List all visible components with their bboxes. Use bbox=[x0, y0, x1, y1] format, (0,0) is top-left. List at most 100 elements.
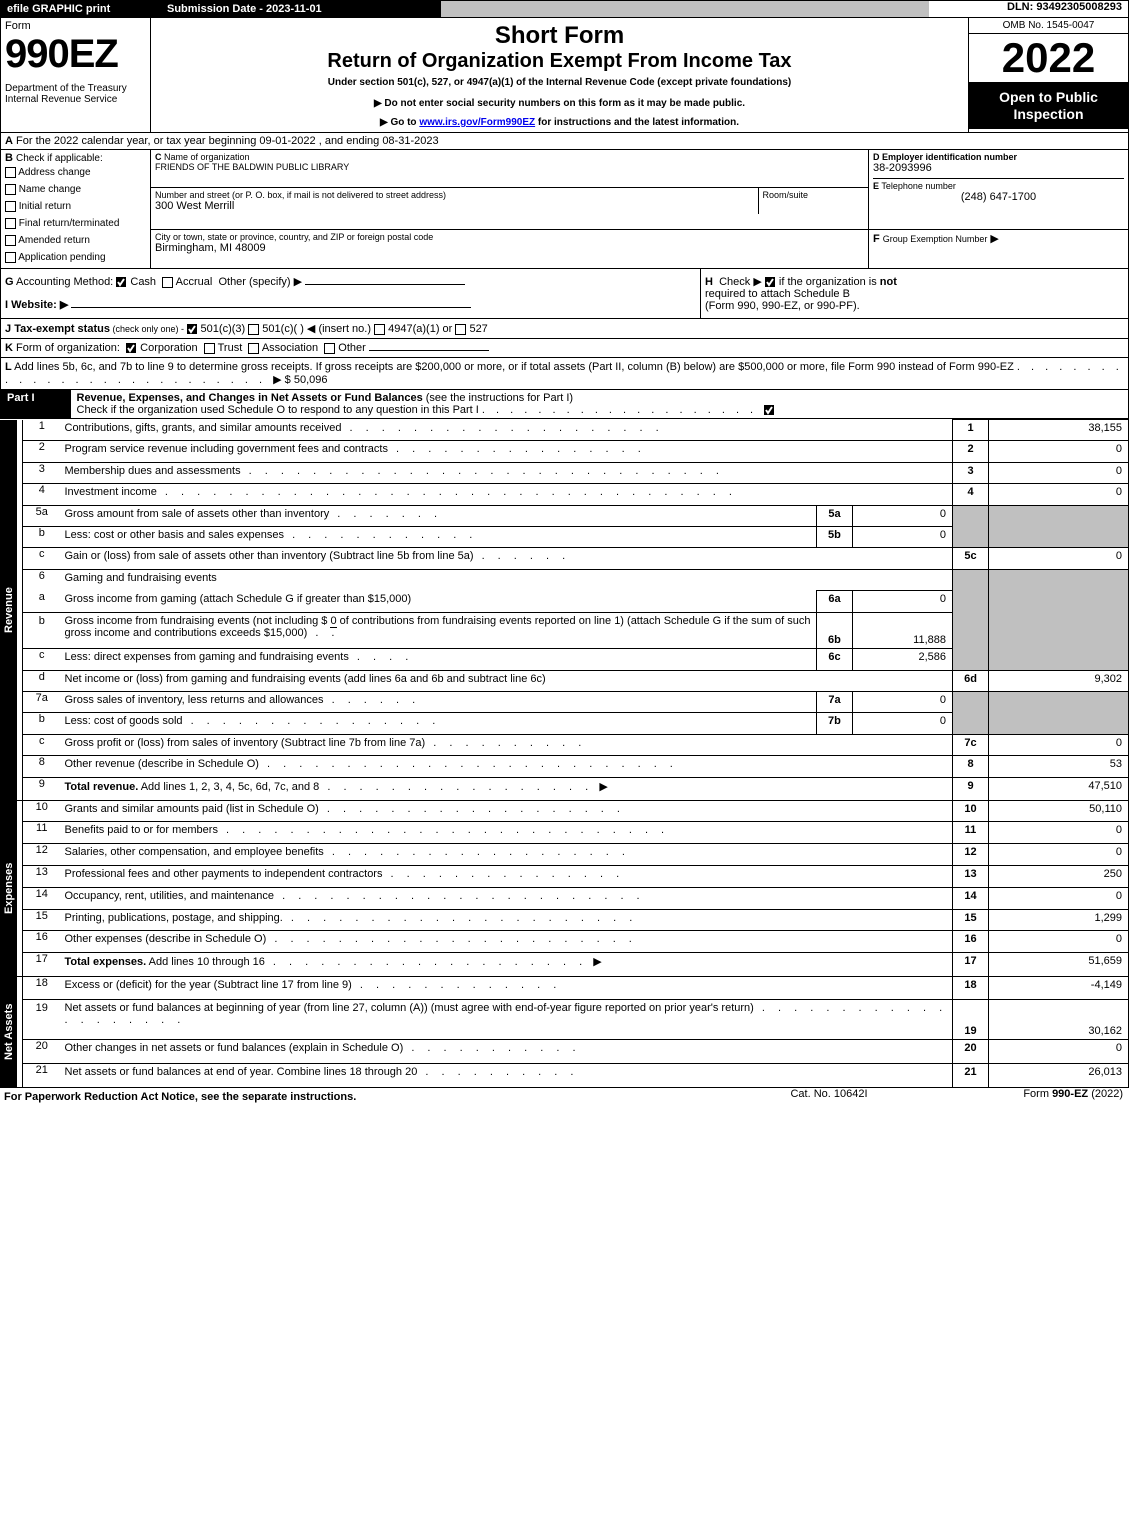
phone-value: (248) 647-1700 bbox=[873, 191, 1124, 203]
checkbox-501c[interactable] bbox=[248, 324, 259, 335]
table-row: 11 Benefits paid to or for members . . .… bbox=[1, 822, 1129, 844]
street-label: Number and street (or P. O. box, if mail… bbox=[155, 190, 754, 200]
i-label: Website: ▶ bbox=[11, 299, 68, 311]
submission-date-label: Submission Date - 2023-11-01 bbox=[161, 1, 441, 18]
dln-label: DLN: 93492305008293 bbox=[929, 1, 1129, 18]
table-row: Revenue 1 Contributions, gifts, grants, … bbox=[1, 420, 1129, 441]
checkbox-accrual[interactable] bbox=[162, 277, 173, 288]
val-5c: 0 bbox=[989, 548, 1129, 569]
table-row: 8 Other revenue (describe in Schedule O)… bbox=[1, 756, 1129, 777]
val-6c: 2,586 bbox=[852, 649, 952, 670]
table-row: 16 Other expenses (describe in Schedule … bbox=[1, 931, 1129, 953]
val-19: 30,162 bbox=[989, 1000, 1129, 1040]
table-row: 5a Gross amount from sale of assets othe… bbox=[1, 505, 1129, 526]
footer-cat: Cat. No. 10642I bbox=[729, 1088, 929, 1106]
netassets-tab: Net Assets bbox=[1, 977, 17, 1087]
val-13: 250 bbox=[989, 865, 1129, 887]
table-row: Net Assets 18 Excess or (deficit) for th… bbox=[1, 976, 1129, 1000]
checkbox-initial-return[interactable] bbox=[5, 201, 16, 212]
val-12: 0 bbox=[989, 844, 1129, 866]
c-label: Name of organization bbox=[164, 152, 250, 162]
dept-irs: Internal Revenue Service bbox=[5, 94, 146, 105]
table-row: 20 Other changes in net assets or fund b… bbox=[1, 1040, 1129, 1064]
checkbox-other-org[interactable] bbox=[324, 343, 335, 354]
ssn-warning: ▶ Do not enter social security numbers o… bbox=[159, 98, 960, 109]
val-16: 0 bbox=[989, 931, 1129, 953]
checkbox-4947[interactable] bbox=[374, 324, 385, 335]
ein-value: 38-2093996 bbox=[873, 162, 1124, 174]
dept-treasury: Department of the Treasury bbox=[5, 83, 146, 94]
footer-form: 990-EZ bbox=[1052, 1088, 1088, 1100]
irs-link[interactable]: www.irs.gov/Form990EZ bbox=[419, 117, 535, 128]
checkbox-address-change[interactable] bbox=[5, 167, 16, 178]
checkbox-assoc[interactable] bbox=[248, 343, 259, 354]
b-label: Check if applicable: bbox=[16, 153, 103, 164]
val-14: 0 bbox=[989, 887, 1129, 909]
val-11: 0 bbox=[989, 822, 1129, 844]
checkbox-501c3[interactable] bbox=[187, 324, 198, 335]
street-value: 300 West Merrill bbox=[155, 200, 754, 212]
line-j: J Tax-exempt status (check only one) - 5… bbox=[0, 319, 1129, 339]
table-row: 12 Salaries, other compensation, and emp… bbox=[1, 844, 1129, 866]
footer-left: For Paperwork Reduction Act Notice, see … bbox=[0, 1088, 729, 1106]
table-row: 6 Gaming and fundraising events bbox=[1, 569, 1129, 590]
table-row: 4 Investment income . . . . . . . . . . … bbox=[1, 484, 1129, 505]
checkbox-cash[interactable] bbox=[116, 277, 127, 288]
page-footer: For Paperwork Reduction Act Notice, see … bbox=[0, 1088, 1129, 1106]
goto-post: for instructions and the latest informat… bbox=[535, 117, 739, 128]
val-5a: 0 bbox=[852, 505, 952, 526]
val-6b: 11,888 bbox=[852, 612, 952, 649]
top-bar: efile GRAPHIC print Submission Date - 20… bbox=[0, 0, 1129, 18]
part-i-label: Part I bbox=[1, 390, 71, 419]
table-row: a Gross income from gaming (attach Sched… bbox=[1, 591, 1129, 612]
table-row: c Less: direct expenses from gaming and … bbox=[1, 649, 1129, 670]
table-row: b Less: cost or other basis and sales ex… bbox=[1, 527, 1129, 548]
val-8: 53 bbox=[989, 756, 1129, 777]
revenue-tab: Revenue bbox=[1, 420, 17, 800]
section-g-h: G Accounting Method: Cash Accrual Other … bbox=[0, 269, 1129, 319]
val-21: 26,013 bbox=[989, 1063, 1129, 1087]
line-k: K Form of organization: Corporation Trus… bbox=[0, 339, 1129, 358]
table-row: 21 Net assets or fund balances at end of… bbox=[1, 1063, 1129, 1087]
efile-print-label: efile GRAPHIC print bbox=[1, 1, 161, 18]
d-label: Employer identification number bbox=[882, 152, 1017, 162]
table-row: 3 Membership dues and assessments . . . … bbox=[1, 462, 1129, 483]
expenses-tab: Expenses bbox=[1, 801, 17, 976]
table-row: c Gain or (loss) from sale of assets oth… bbox=[1, 548, 1129, 569]
table-row: 19 Net assets or fund balances at beginn… bbox=[1, 1000, 1129, 1040]
table-row: 7a Gross sales of inventory, less return… bbox=[1, 692, 1129, 713]
org-name: FRIENDS OF THE BALDWIN PUBLIC LIBRARY bbox=[155, 162, 864, 172]
title-return: Return of Organization Exempt From Incom… bbox=[159, 50, 960, 73]
val-7c: 0 bbox=[989, 734, 1129, 755]
table-row: 13 Professional fees and other payments … bbox=[1, 865, 1129, 887]
part-i-table: Revenue 1 Contributions, gifts, grants, … bbox=[0, 419, 1129, 1088]
section-b-h: B Check if applicable: Address change Na… bbox=[0, 150, 1129, 269]
line-a: A For the 2022 calendar year, or tax yea… bbox=[0, 133, 1129, 150]
val-7a: 0 bbox=[852, 692, 952, 713]
checkbox-final-return[interactable] bbox=[5, 218, 16, 229]
table-row: 14 Occupancy, rent, utilities, and maint… bbox=[1, 887, 1129, 909]
checkbox-name-change[interactable] bbox=[5, 184, 16, 195]
checkbox-h[interactable] bbox=[765, 277, 776, 288]
val-6d: 9,302 bbox=[989, 670, 1129, 691]
val-7b: 0 bbox=[852, 713, 952, 734]
val-6a: 0 bbox=[852, 591, 952, 612]
room-suite-label: Room/suite bbox=[758, 188, 868, 214]
val-15: 1,299 bbox=[989, 909, 1129, 931]
checkbox-amended-return[interactable] bbox=[5, 235, 16, 246]
checkbox-sched-o[interactable] bbox=[764, 405, 775, 416]
checkbox-application-pending[interactable] bbox=[5, 252, 16, 263]
val-9: 47,510 bbox=[989, 777, 1129, 800]
e-label: Telephone number bbox=[881, 181, 956, 191]
form-code: 990EZ bbox=[5, 32, 146, 77]
part-i-header: Part I Revenue, Expenses, and Changes in… bbox=[0, 390, 1129, 419]
l-amount: $ 50,096 bbox=[285, 374, 328, 386]
checkbox-corp[interactable] bbox=[126, 343, 137, 354]
table-row: 15 Printing, publications, postage, and … bbox=[1, 909, 1129, 931]
val-18: -4,149 bbox=[989, 976, 1129, 1000]
val-5b: 0 bbox=[852, 527, 952, 548]
checkbox-trust[interactable] bbox=[204, 343, 215, 354]
line-l: L Add lines 5b, 6c, and 7b to line 9 to … bbox=[0, 358, 1129, 390]
checkbox-527[interactable] bbox=[455, 324, 466, 335]
title-short-form: Short Form bbox=[159, 22, 960, 50]
